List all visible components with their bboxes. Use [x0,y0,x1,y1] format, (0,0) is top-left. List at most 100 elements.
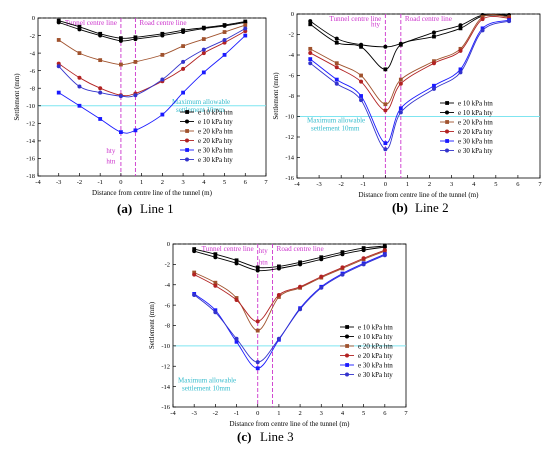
y-tick-label: -10 [161,343,170,350]
data-point [276,292,281,297]
data-point [118,38,123,43]
legend-marker [345,325,349,329]
y-tick-label: -16 [26,156,35,163]
data-point [213,310,218,315]
legend-label: e 20 kPa htn [358,342,393,350]
legend-label: e 10 kPa hty [358,333,393,341]
series-line [58,20,246,39]
data-point [383,44,388,49]
series-line [194,245,385,269]
legend-marker [345,363,349,367]
x-tick-label: 2 [161,179,164,186]
data-point [243,23,248,27]
legend-marker [185,129,189,133]
data-point [160,52,165,57]
data-point [361,256,366,261]
legend-marker [445,129,449,134]
y-tick-label: -12 [285,134,294,141]
data-point [192,247,197,251]
legend-marker [185,110,189,114]
y-axis-title: Settlement (mm) [148,301,156,349]
x-tick-label: 5 [362,410,365,417]
data-point [277,295,281,299]
x-tick-label: -1 [97,179,102,186]
data-point [234,258,239,263]
x-tick-label: 7 [404,410,408,417]
panel-c: Tunnel centre line Road centre line Maximu… [148,241,408,428]
data-point [213,252,218,257]
data-point [334,61,339,66]
x-tick-label: 6 [244,179,248,186]
data-point [213,308,218,313]
x-tick-label: 6 [383,410,387,417]
data-point [398,110,403,115]
data-point [359,73,363,78]
legend-label: e 20 kPa hty [458,128,493,136]
y-tick-label: -14 [285,155,294,162]
y-tick-label: -8 [30,85,35,92]
data-point [181,66,186,71]
data-point [276,336,281,341]
tunnel-centre-label: Tunnel centre line [329,15,381,23]
data-point [201,70,206,75]
plot-frame [37,17,267,177]
allowable-label-line1: Maximum allowable [307,117,365,125]
data-point [222,37,227,42]
data-point [243,33,248,38]
x-tick-label: -2 [338,181,343,188]
series-line [58,28,246,98]
caption-c-text: Line 3 [260,429,294,444]
legend-marker [345,334,349,339]
data-point [255,360,260,365]
data-point [319,285,324,290]
data-point [201,47,206,52]
data-point [334,81,339,86]
x-tick-label: -3 [191,410,196,417]
x-tick-label: 3 [181,179,184,186]
data-point [133,93,138,98]
data-point [133,37,138,42]
x-tick-label: 1 [277,410,280,417]
data-point [398,106,403,111]
legend-label: e 20 kPa htn [198,127,233,135]
data-point [77,51,82,56]
data-point [480,28,485,33]
data-point [431,61,436,66]
legend-marker [445,110,449,115]
x-axis-title: Distance from centre line of the tunnel … [92,189,213,197]
data-point [480,17,485,22]
data-point [201,26,206,31]
y-tick-label: -10 [26,103,35,110]
data-point [98,86,103,91]
data-point [319,274,324,279]
legend-label: e 10 kPa htn [198,108,233,116]
legend-label: e 20 kPa hty [198,137,233,145]
data-point [308,46,313,51]
data-point [255,366,260,371]
data-point [359,94,363,98]
y-tick-label: 0 [291,11,294,18]
data-point [192,249,197,254]
y-tick-label: -12 [161,363,170,370]
data-point [56,90,61,95]
data-point [308,22,313,27]
data-point [458,23,463,28]
legend-label: e 30 kPa hty [458,147,493,155]
allowable-label-line2: settlement 10mm [182,385,231,393]
y-tick-label: -8 [165,323,170,330]
legend-marker [445,101,449,105]
data-point [234,296,239,300]
data-point [56,20,61,25]
data-point [276,266,281,271]
data-point [458,26,463,31]
data-point [383,102,388,107]
legend-marker [185,148,189,152]
x-tick-label: -4 [170,410,176,417]
data-point [255,268,260,273]
legend-label: e 20 kPa hty [358,352,393,360]
legend-label: e 30 kPa hty [198,156,233,164]
plot-frame [296,13,541,179]
y-tick-label: -6 [30,68,36,75]
data-point [431,86,436,91]
